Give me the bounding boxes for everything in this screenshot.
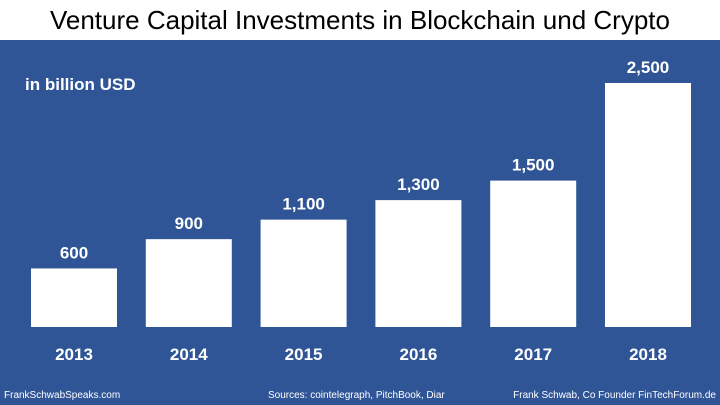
bar-2017 <box>490 180 577 327</box>
chart-title: Venture Capital Investments in Blockchai… <box>49 5 670 35</box>
chart-panel <box>0 40 720 405</box>
category-label-2013: 2013 <box>55 345 93 364</box>
footer-author: Frank Schwab, Co Founder FinTechForum.de <box>513 390 716 401</box>
bar-2014 <box>145 239 232 327</box>
category-label-2017: 2017 <box>514 345 552 364</box>
value-label-2018: 2,500 <box>627 58 670 77</box>
value-label-2017: 1,500 <box>512 156 555 175</box>
unit-label: in billion USD <box>25 75 136 94</box>
category-label-2016: 2016 <box>399 345 437 364</box>
footer-sources: Sources: cointelegraph, PitchBook, Diar <box>268 390 445 401</box>
category-label-2018: 2018 <box>629 345 667 364</box>
category-label-2014: 2014 <box>170 345 208 364</box>
bar-2016 <box>375 200 462 327</box>
bar-2013 <box>31 268 117 327</box>
value-label-2016: 1,300 <box>397 175 440 194</box>
value-label-2013: 600 <box>60 243 88 262</box>
category-label-2015: 2015 <box>285 345 323 364</box>
bar-2015 <box>260 219 347 327</box>
value-label-2015: 1,100 <box>282 195 325 214</box>
bar-2018 <box>605 83 691 327</box>
footer-website: FrankSchwabSpeaks.com <box>4 390 121 401</box>
value-label-2014: 900 <box>175 214 203 233</box>
